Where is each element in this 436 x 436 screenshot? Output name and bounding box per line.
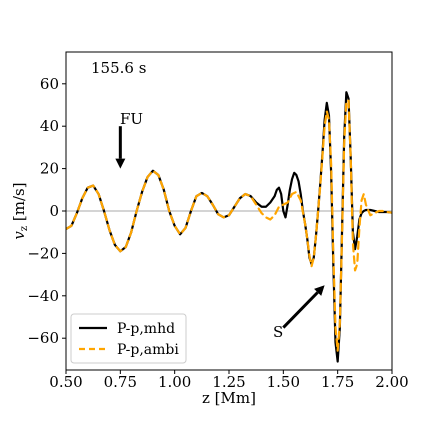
legend-label-ambi: P-p,ambi: [117, 342, 179, 358]
x-tick-label: 1.50: [267, 373, 300, 391]
y-tick-label: 40: [40, 117, 59, 135]
x-tick-label: 1.25: [212, 373, 245, 391]
x-tick-label: 0.75: [104, 373, 137, 391]
y-tick-label: 0: [49, 202, 59, 220]
y-tick-label: 20: [40, 160, 59, 178]
annotation-fu-label: FU: [120, 110, 143, 128]
x-tick-label: 0.50: [49, 373, 82, 391]
x-axis-ticks: 0.50 0.75 1.00 1.25 1.50 1.75 2.00: [49, 370, 409, 391]
y-axis-label-subscript: z: [19, 226, 30, 231]
series-layer: [66, 91, 392, 363]
x-tick-label: 1.00: [158, 373, 191, 391]
legend-box: [70, 313, 187, 364]
x-tick-label: 1.75: [321, 373, 354, 391]
annotation-s-arrow-shaft: [282, 291, 319, 329]
annotations-layer: FU S: [115, 110, 325, 341]
annotation-s-arrow-head: [314, 285, 325, 296]
y-tick-label: −20: [27, 244, 59, 262]
annotation-s-label: S: [273, 323, 283, 341]
series-line-ambi: [66, 99, 392, 353]
legend-label-mhd: P-p,mhd: [117, 321, 175, 337]
y-tick-label: −40: [27, 287, 59, 305]
y-axis-label: vz [m/s]: [10, 182, 30, 239]
y-axis-label-unit: [m/s]: [10, 182, 28, 225]
y-tick-label: 60: [40, 75, 59, 93]
y-axis-ticks: −60 −40 −20 0 20 40 60: [27, 75, 66, 347]
y-axis-label-main: v: [10, 231, 28, 240]
annotation-fu-arrow-head: [115, 158, 126, 169]
time-annotation: 155.6 s: [91, 59, 146, 77]
legend: P-p,mhd P-p,ambi: [70, 313, 187, 364]
y-tick-label: −60: [27, 329, 59, 347]
x-axis-label: z [Mm]: [202, 389, 256, 407]
x-tick-label: 2.00: [375, 373, 408, 391]
